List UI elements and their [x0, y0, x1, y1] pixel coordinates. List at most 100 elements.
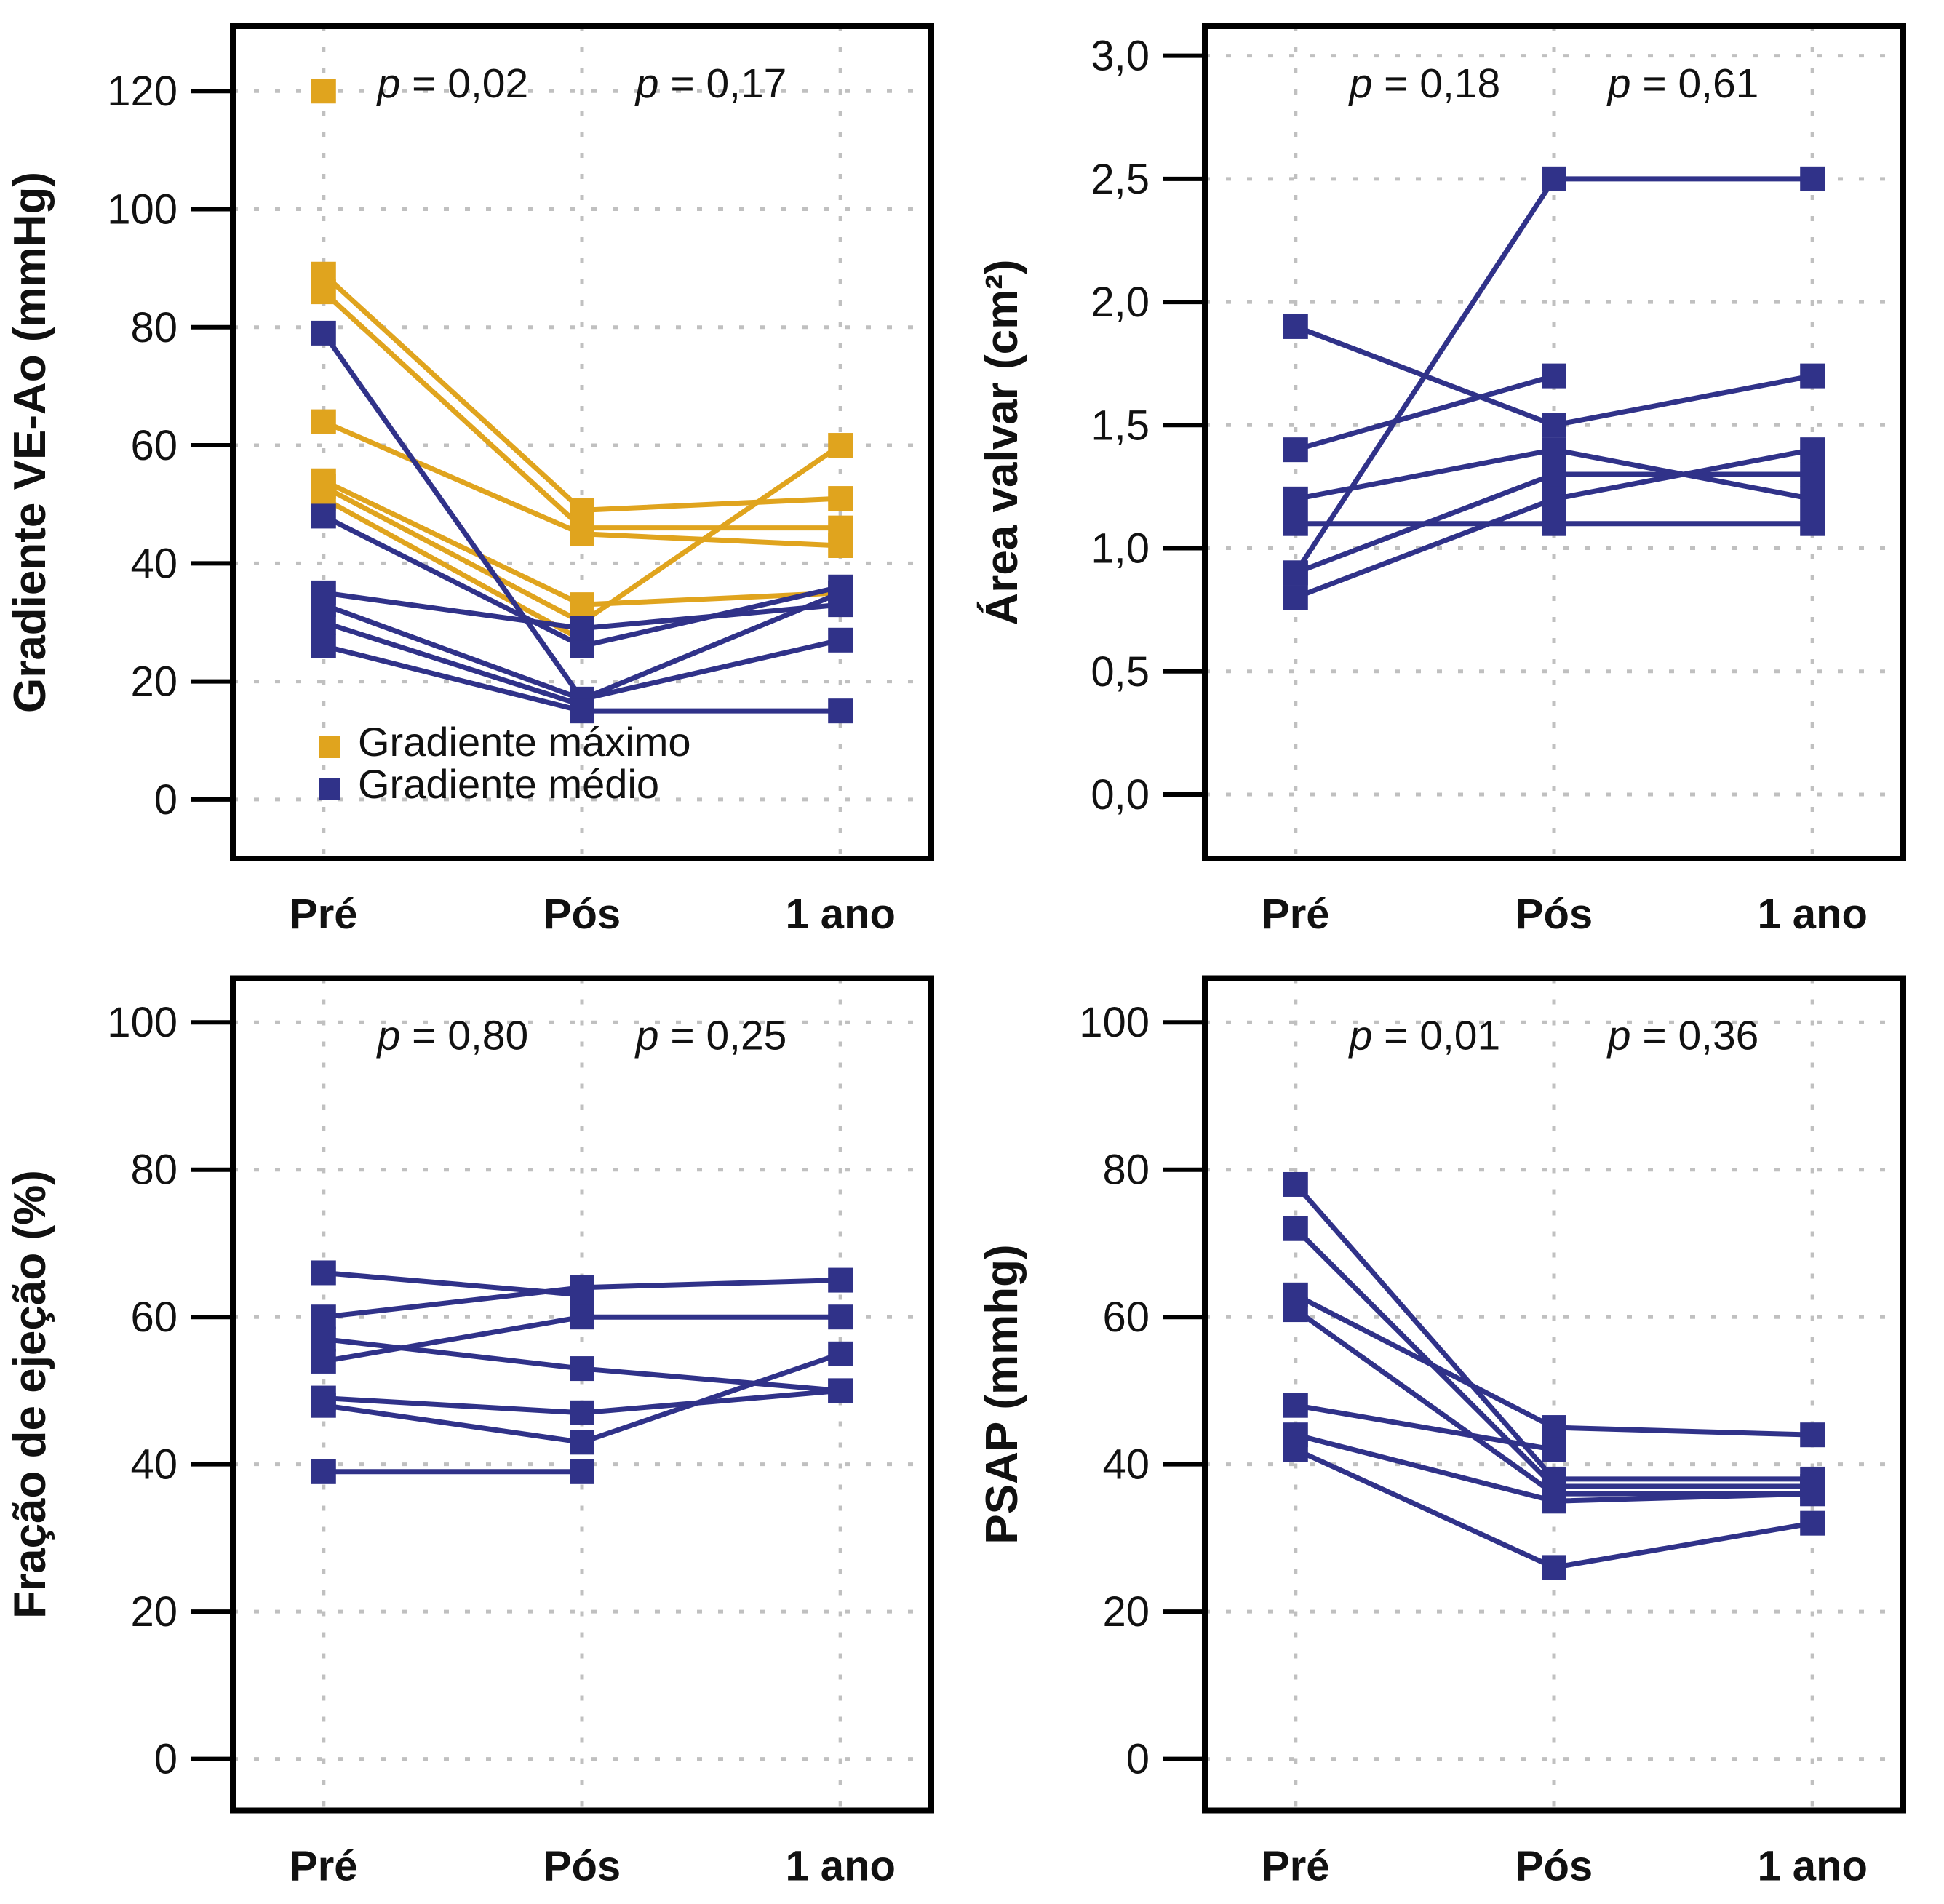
data-point-marker [828, 1341, 853, 1366]
legend-swatch-icon [319, 778, 340, 800]
plot-border [1202, 23, 1906, 861]
line-chart-area-valvar: p = 0,18 p = 0,61 0,0 0,5 1,0 1,5 2,0 2,5 3,0 Pré… [977, 23, 1906, 938]
data-point-marker [1800, 462, 1825, 487]
legend-label: Gradiente médio [358, 761, 659, 807]
legend-swatch-icon [319, 736, 340, 758]
y-tick-label: 60 [1102, 1294, 1150, 1341]
chart-area-valvar: p = 0,18 p = 0,61 0,0 0,5 1,0 1,5 2,0 2,5 3,0 Pré… [972, 0, 1944, 952]
data-point-marker [570, 1459, 594, 1484]
x-category-label: Pré [290, 891, 358, 938]
data-point-marker [311, 279, 336, 305]
data-point-marker [1283, 1216, 1308, 1241]
data-point-marker [828, 533, 853, 558]
chart-fracao-ejecao: p = 0,80 p = 0,25 0 20 40 60 80 100 Pré Pós 1 ano F… [0, 952, 972, 1904]
y-tick-label: 80 [130, 304, 178, 351]
line-chart-fracao-ejecao: p = 0,80 p = 0,25 0 20 40 60 80 100 Pré Pós 1 ano F… [5, 975, 934, 1890]
p-value-annotation: p = 0,36 [1606, 1013, 1759, 1059]
p-value-annotation: p = 0,02 [376, 60, 529, 107]
data-point-marker [1542, 1555, 1566, 1580]
data-point-marker [1283, 486, 1308, 511]
data-point-marker [1800, 1481, 1825, 1507]
y-tick-label: 1,0 [1091, 525, 1150, 573]
data-point-marker [1283, 1297, 1308, 1323]
data-point-marker [1283, 437, 1308, 463]
data-point-marker [1542, 1489, 1566, 1514]
line-chart-psap: p = 0,01 p = 0,36 0 20 40 60 80 100 Pré Pós 1 ano P… [977, 975, 1906, 1890]
y-axis-title: Gradiente VE-Ao (mmHg) [5, 172, 55, 713]
data-point-marker [1283, 511, 1308, 536]
data-point-marker [828, 1378, 853, 1403]
y-tick-label: 0 [154, 1736, 178, 1783]
plot-border [230, 975, 934, 1814]
data-point-marker [1542, 363, 1566, 389]
data-point-marker [1800, 166, 1825, 191]
y-tick-label: 0 [1126, 1736, 1150, 1783]
data-point-marker [828, 698, 853, 724]
series-line [322, 272, 841, 513]
y-tick-label: 40 [130, 1441, 178, 1489]
series-line [1295, 1403, 1555, 1452]
data-point-marker [1542, 437, 1566, 463]
data-point-marker [570, 1400, 594, 1425]
p-value-annotation: p = 0,01 [1348, 1013, 1501, 1059]
y-axis-title: PSAP (mmhg) [977, 1244, 1027, 1544]
x-category-label: 1 ano [1757, 891, 1868, 938]
y-axis-title: Área valvar (cm²) [977, 259, 1027, 625]
data-point-marker [311, 610, 336, 635]
data-point-marker [828, 592, 853, 618]
data-point-marker [1800, 437, 1825, 463]
x-category-label: Pré [1262, 1843, 1330, 1890]
data-point-marker [311, 320, 336, 346]
y-axis-title: Fração de ejeção (%) [5, 1170, 55, 1619]
chart-gradiente-ve-ao: p = 0,02 p = 0,17 0 20 40 60 80 100 120 Pré Pós 1 a… [0, 0, 972, 952]
y-tick-label: 0,5 [1091, 648, 1150, 696]
plot-border [1202, 975, 1906, 1814]
data-point-marker [1283, 314, 1308, 339]
data-point-marker [570, 1275, 594, 1300]
data-point-marker [828, 433, 853, 458]
data-point-marker [1283, 585, 1308, 610]
x-category-label: Pré [290, 1843, 358, 1890]
data-point-marker [311, 1459, 336, 1484]
data-point-marker [311, 1348, 336, 1374]
x-category-label: 1 ano [785, 891, 896, 938]
y-tick-label: 2,5 [1091, 156, 1150, 203]
y-tick-label: 20 [130, 1588, 178, 1636]
data-point-marker [1283, 560, 1308, 586]
p-value-annotation: p = 0,61 [1606, 60, 1759, 107]
chart-psap: p = 0,01 p = 0,36 0 20 40 60 80 100 Pré Pós 1 ano P… [972, 952, 1944, 1904]
p-value-annotation: p = 0,17 [634, 60, 787, 107]
data-point-marker [311, 79, 336, 104]
data-point-marker [1283, 1393, 1308, 1418]
data-point-marker [1542, 1437, 1566, 1462]
data-point-marker [1800, 511, 1825, 536]
x-category-label: 1 ano [1757, 1843, 1868, 1890]
y-tick-label: 1,5 [1091, 402, 1150, 449]
data-point-marker [1542, 486, 1566, 511]
y-tick-label: 100 [1079, 999, 1150, 1046]
legend-label: Gradiente máximo [358, 719, 691, 765]
data-point-marker [1800, 363, 1825, 389]
y-tick-label: 20 [130, 658, 178, 706]
y-tick-label: 80 [130, 1147, 178, 1194]
data-point-marker [1800, 486, 1825, 511]
p-value-annotation: p = 0,80 [376, 1013, 529, 1059]
y-tick-label: 2,0 [1091, 279, 1150, 326]
p-value-annotation: p = 0,25 [634, 1013, 787, 1059]
plot-border [230, 23, 934, 861]
data-point-marker [570, 1356, 594, 1382]
line-chart-gradiente-ve-ao: p = 0,02 p = 0,17 0 20 40 60 80 100 120 Pré Pós 1 a… [5, 23, 934, 938]
data-point-marker [1800, 1510, 1825, 1536]
data-point-marker [311, 1326, 336, 1352]
data-point-marker [828, 627, 853, 653]
data-point-marker [1542, 413, 1566, 438]
data-point-marker [570, 616, 594, 641]
y-tick-label: 100 [107, 999, 178, 1046]
y-tick-label: 0,0 [1091, 771, 1150, 818]
data-point-marker [311, 1304, 336, 1330]
x-category-label: 1 ano [785, 1843, 896, 1890]
data-point-marker [828, 1304, 853, 1330]
y-tick-label: 20 [1102, 1588, 1150, 1636]
y-tick-label: 40 [130, 540, 178, 587]
